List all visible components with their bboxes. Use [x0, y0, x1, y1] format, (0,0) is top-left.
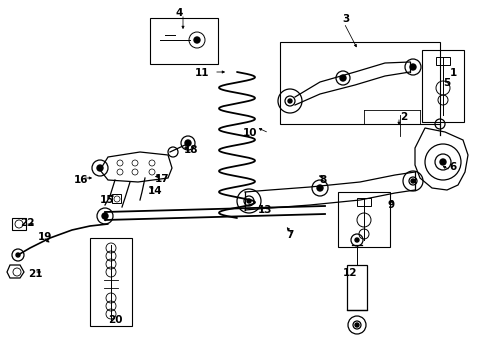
Circle shape — [102, 213, 108, 219]
Text: 16: 16 — [74, 175, 88, 185]
Circle shape — [410, 179, 414, 183]
Text: 6: 6 — [448, 162, 455, 172]
Bar — [12, 218, 26, 230]
Circle shape — [16, 253, 20, 257]
Bar — [112, 194, 121, 203]
Circle shape — [354, 238, 358, 242]
Bar — [435, 57, 449, 65]
Text: 17: 17 — [155, 174, 169, 184]
Circle shape — [287, 99, 291, 103]
Text: 2: 2 — [399, 112, 407, 122]
Circle shape — [339, 75, 346, 81]
Circle shape — [409, 64, 415, 70]
Circle shape — [316, 185, 323, 191]
Text: 22: 22 — [20, 218, 35, 228]
Text: 1: 1 — [449, 68, 456, 78]
Circle shape — [194, 37, 200, 43]
Text: 11: 11 — [195, 68, 209, 78]
Text: 15: 15 — [100, 195, 114, 205]
Circle shape — [354, 323, 358, 327]
Circle shape — [439, 159, 445, 165]
Bar — [337, 192, 389, 247]
Text: 4: 4 — [175, 8, 182, 18]
Text: 18: 18 — [183, 145, 198, 155]
Text: 19: 19 — [38, 232, 52, 242]
Text: 20: 20 — [108, 315, 122, 325]
Bar — [150, 18, 218, 64]
Text: 9: 9 — [387, 200, 394, 210]
Text: 7: 7 — [285, 230, 293, 240]
Circle shape — [184, 140, 191, 146]
Bar — [90, 238, 132, 326]
Bar — [280, 42, 439, 124]
Text: 8: 8 — [318, 175, 325, 185]
Circle shape — [97, 165, 103, 171]
Circle shape — [246, 199, 250, 203]
Text: 5: 5 — [442, 78, 449, 88]
Text: 13: 13 — [258, 205, 272, 215]
Text: 21: 21 — [28, 269, 42, 279]
Text: 12: 12 — [342, 268, 357, 278]
Text: 10: 10 — [243, 128, 257, 138]
Bar — [356, 198, 370, 206]
Bar — [421, 50, 463, 122]
Text: 3: 3 — [341, 14, 348, 24]
Bar — [346, 265, 366, 310]
Text: 14: 14 — [148, 186, 163, 196]
